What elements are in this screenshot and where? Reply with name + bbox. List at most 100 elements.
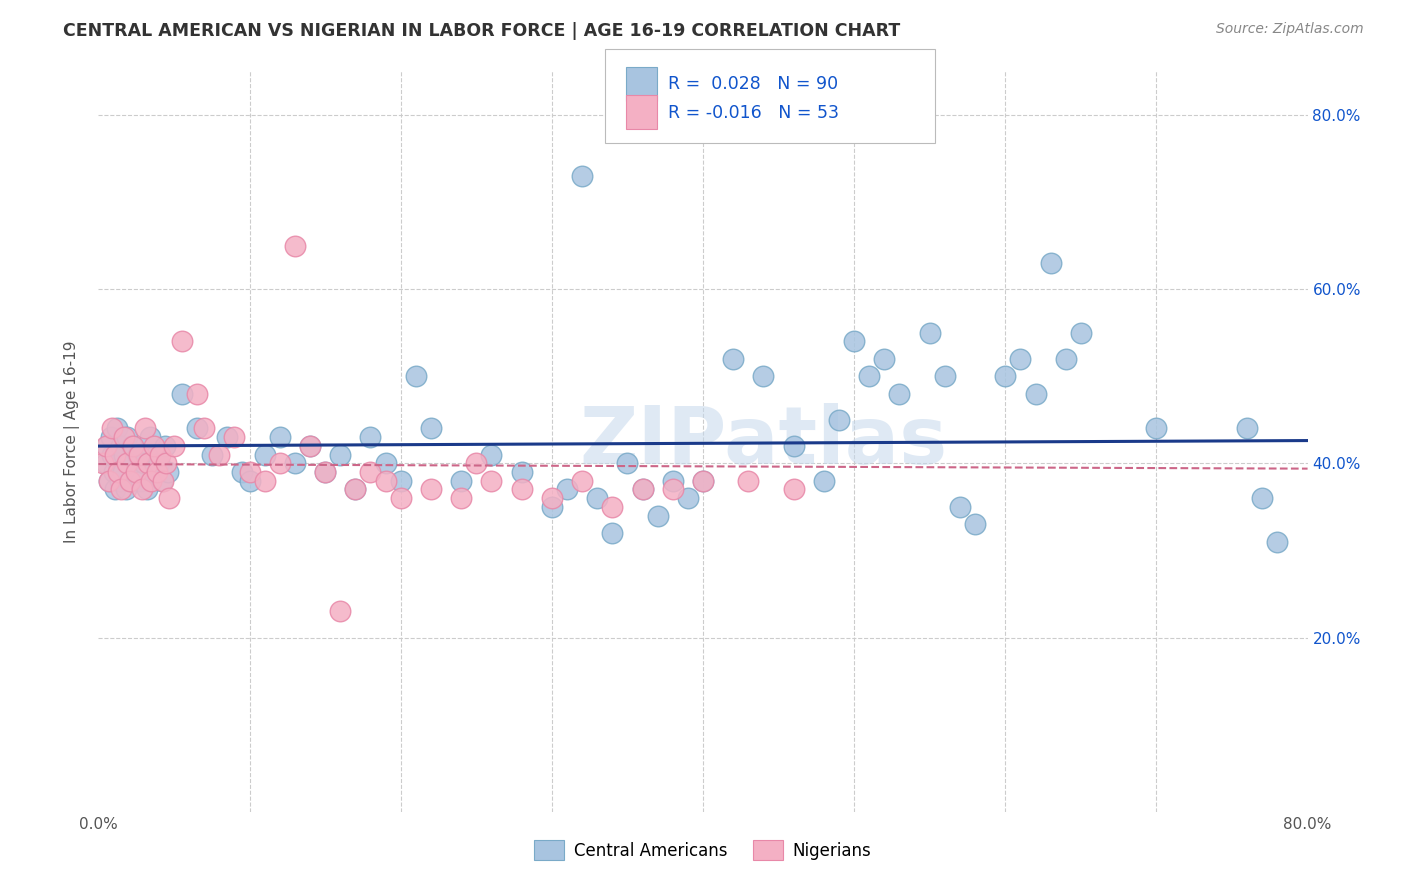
Point <box>239 474 262 488</box>
Point <box>132 456 155 470</box>
Point <box>465 456 488 470</box>
Point <box>111 465 134 479</box>
Point <box>918 326 941 340</box>
Point <box>1267 534 1289 549</box>
Point <box>873 351 896 366</box>
Point <box>253 474 276 488</box>
Point <box>115 456 138 470</box>
Point <box>631 483 654 497</box>
Text: R =  0.028   N = 90: R = 0.028 N = 90 <box>668 76 838 94</box>
Point <box>450 474 472 488</box>
Point <box>450 491 472 505</box>
Point <box>1024 386 1046 401</box>
Point <box>858 369 880 384</box>
Point <box>813 474 835 488</box>
Point <box>146 465 169 479</box>
Point <box>1010 351 1032 366</box>
Point <box>934 369 956 384</box>
Point <box>661 483 683 497</box>
Point <box>329 448 352 462</box>
Point <box>112 448 135 462</box>
Point <box>314 465 336 479</box>
Point <box>374 456 396 470</box>
Point <box>224 430 246 444</box>
Point <box>145 448 167 462</box>
Point <box>555 483 578 497</box>
Point <box>135 483 157 497</box>
Point <box>737 474 759 488</box>
Point <box>752 369 775 384</box>
Point <box>110 439 132 453</box>
Text: R = -0.016   N = 53: R = -0.016 N = 53 <box>668 104 839 122</box>
Point <box>269 456 291 470</box>
Point <box>193 421 215 435</box>
Point <box>586 491 609 505</box>
Point <box>94 439 117 453</box>
Point <box>389 474 412 488</box>
Point <box>127 448 149 462</box>
Point <box>231 465 253 479</box>
Point <box>239 465 262 479</box>
Point <box>889 386 911 401</box>
Text: Source: ZipAtlas.com: Source: ZipAtlas.com <box>1216 22 1364 37</box>
Point <box>540 491 562 505</box>
Point <box>152 474 174 488</box>
Point <box>481 448 503 462</box>
Point <box>481 474 503 488</box>
Point <box>284 456 307 470</box>
Point <box>98 474 121 488</box>
Point <box>965 517 987 532</box>
Point <box>115 430 138 444</box>
Point <box>631 483 654 497</box>
Point <box>170 386 193 401</box>
Point <box>540 500 562 514</box>
Point <box>153 439 176 453</box>
Point <box>844 334 866 349</box>
Y-axis label: In Labor Force | Age 16-19: In Labor Force | Age 16-19 <box>63 340 80 543</box>
Point <box>949 500 972 514</box>
Text: CENTRAL AMERICAN VS NIGERIAN IN LABOR FORCE | AGE 16-19 CORRELATION CHART: CENTRAL AMERICAN VS NIGERIAN IN LABOR FO… <box>63 22 900 40</box>
Point <box>661 474 683 488</box>
Point <box>104 483 127 497</box>
Point <box>1054 351 1077 366</box>
Point <box>299 439 322 453</box>
Point <box>1144 421 1167 435</box>
Point <box>124 465 146 479</box>
Point <box>98 474 121 488</box>
Point <box>128 448 150 462</box>
Point <box>118 456 141 470</box>
Point <box>1070 326 1092 340</box>
Point <box>141 474 163 488</box>
Point <box>692 474 714 488</box>
Point <box>170 334 193 349</box>
Point <box>783 483 806 497</box>
Point <box>96 439 118 453</box>
Point <box>143 439 166 453</box>
Point <box>100 430 122 444</box>
Point <box>374 474 396 488</box>
Legend: Central Americans, Nigerians: Central Americans, Nigerians <box>527 834 879 866</box>
Point <box>101 448 124 462</box>
Point <box>134 421 156 435</box>
Point <box>159 491 181 505</box>
Point <box>156 465 179 479</box>
Point <box>676 491 699 505</box>
Point <box>299 439 322 453</box>
Point <box>1251 491 1274 505</box>
Point <box>104 448 127 462</box>
Point <box>253 448 276 462</box>
Point <box>121 439 143 453</box>
Point <box>616 456 638 470</box>
Point <box>108 474 131 488</box>
Point <box>389 491 412 505</box>
Point <box>329 604 352 618</box>
Point <box>360 430 382 444</box>
Point <box>269 430 291 444</box>
Point <box>1236 421 1258 435</box>
Point <box>94 456 117 470</box>
Point <box>783 439 806 453</box>
Point <box>602 500 624 514</box>
Point <box>150 474 173 488</box>
Point <box>105 421 128 435</box>
Point <box>201 448 224 462</box>
